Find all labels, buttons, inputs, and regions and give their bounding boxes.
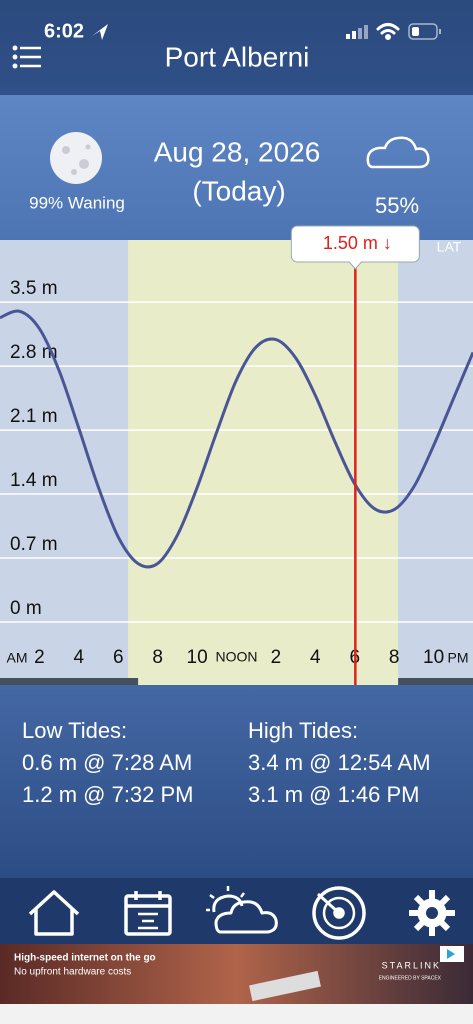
- menu-button[interactable]: [12, 45, 41, 69]
- status-time: 6:02: [44, 20, 84, 42]
- low-tide: 1.2 m @ 7:32 PM: [22, 782, 194, 807]
- signal-icon: [346, 25, 368, 39]
- cloud-icon: [366, 136, 430, 169]
- ad-dish: [249, 970, 321, 1002]
- y-tick-label: 3.5 m: [10, 278, 58, 299]
- low-tide: 0.6 m @ 7:28 AM: [22, 750, 192, 775]
- wifi-icon: [376, 23, 400, 40]
- high-tides-title: High Tides:: [248, 718, 358, 743]
- ad-brand-sub: ENGINEERED BY SPACEX: [379, 975, 442, 981]
- high-tide: 3.1 m @ 1:46 PM: [248, 782, 420, 807]
- radar-tab[interactable]: [312, 886, 366, 940]
- low-tides-title: Low Tides:: [22, 718, 127, 743]
- ad-choices-icon: [447, 949, 455, 959]
- tide-chart: 0 m 0.7 m 1.4 m 2.1 m 2.8 m 3.5 m 2 4 6 8 10 NOON 2 4…: [0, 225, 473, 685]
- marker-callout: [290, 225, 420, 270]
- bottom-area: [0, 1004, 473, 1024]
- night-strip: [0, 678, 139, 685]
- battery-icon: [408, 23, 441, 40]
- cloud-cover: 55%: [375, 193, 419, 218]
- ad-banner[interactable]: [0, 944, 473, 1004]
- x-tick-label: 8: [389, 647, 400, 668]
- settings-tab[interactable]: [409, 890, 455, 936]
- tide-curve: [0, 309, 473, 569]
- y-tick-label: 2.8 m: [10, 342, 58, 363]
- y-tick-label: 2.1 m: [10, 406, 58, 427]
- x-tick-label: 10: [423, 647, 444, 668]
- night-strip: [398, 678, 473, 685]
- header-bar: [0, 0, 473, 95]
- home-tab[interactable]: [28, 890, 80, 936]
- calendar-tab[interactable]: [124, 891, 172, 936]
- x-tick-label: NOON: [216, 649, 258, 665]
- y-tick-label: 0 m: [10, 598, 42, 619]
- marker-label: 1.50 m ↓: [323, 233, 392, 253]
- moon-icon: [50, 132, 102, 184]
- date: Aug 28, 2026: [154, 136, 321, 167]
- header-title: Port Alberni: [165, 41, 310, 72]
- am-label: AM: [7, 650, 28, 666]
- x-tick-label: 8: [152, 647, 163, 668]
- pm-label: PM: [448, 650, 469, 666]
- tides-panel: [0, 685, 473, 878]
- daylight-band: [128, 240, 399, 685]
- high-tide: 3.4 m @ 12:54 AM: [248, 750, 431, 775]
- x-tick-label: 2: [34, 647, 45, 668]
- moon-phase: 99% Waning: [29, 193, 125, 212]
- forecast-tab[interactable]: [206, 886, 278, 934]
- datum-label: LAT: [437, 239, 462, 255]
- ad-headline: High-speed internet on the go: [14, 953, 156, 964]
- x-tick-label: 2: [271, 647, 282, 668]
- day-label: (Today): [192, 175, 285, 206]
- x-tick-label: 4: [310, 647, 321, 668]
- ad-brand: STARLINK: [382, 960, 441, 970]
- x-tick-label: 6: [113, 647, 124, 668]
- y-tick-label: 1.4 m: [10, 470, 58, 491]
- y-tick-label: 0.7 m: [10, 534, 58, 555]
- x-tick-label: 10: [187, 647, 208, 668]
- location-icon: [92, 24, 108, 40]
- x-tick-label: 4: [74, 647, 85, 668]
- ad-subline: No upfront hardware costs: [14, 967, 131, 978]
